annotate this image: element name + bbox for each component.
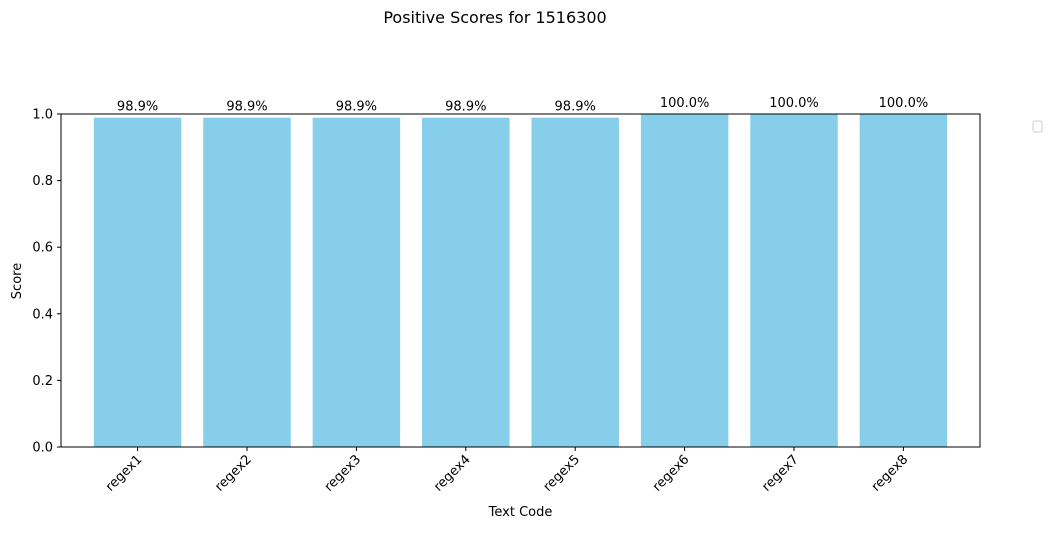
y-tick-label: 0.2	[32, 374, 53, 389]
x-tick-label: regex4	[431, 452, 473, 494]
x-tick-label: regex3	[322, 452, 364, 494]
data-label: 98.9%	[555, 100, 596, 115]
bar-regex3	[312, 117, 401, 447]
data-label: 98.9%	[117, 100, 158, 115]
y-tick-label: 0.4	[32, 307, 53, 322]
y-tick-label: 0.0	[32, 441, 53, 456]
chart-title: Positive Scores for 1516300	[383, 8, 606, 27]
data-label: 98.9%	[226, 100, 267, 115]
bar-regex7	[750, 114, 838, 447]
data-label: 98.9%	[445, 100, 486, 115]
data-label: 100.0%	[879, 96, 929, 111]
y-tick-label: 1.0	[32, 108, 53, 123]
data-label: 100.0%	[769, 96, 819, 111]
y-axis-label: Score	[10, 263, 25, 299]
axes-frame	[60, 113, 981, 448]
bar-regex8	[859, 114, 948, 447]
x-tick-label: regex8	[869, 452, 911, 494]
bar-regex6	[640, 114, 729, 447]
y-tick-label: 0.6	[32, 241, 53, 256]
x-tick-label: regex6	[650, 452, 692, 494]
bar-regex5	[531, 117, 619, 447]
bar-regex2	[203, 117, 291, 447]
bar-regex1	[93, 117, 182, 447]
x-axis-label: Text Code	[488, 505, 553, 520]
x-tick-label: regex2	[212, 452, 254, 494]
data-label: 100.0%	[660, 96, 710, 111]
bar-regex4	[422, 117, 510, 447]
plot-area: 0.0 0.2 0.4 0.6 0.8 1.0 regex1 regex2 regex3 rege…	[32, 96, 981, 495]
x-tick-label: regex7	[759, 452, 801, 494]
x-tick-label: regex1	[103, 452, 145, 494]
x-tick-label: regex5	[541, 452, 583, 494]
y-tick-label: 0.8	[32, 174, 53, 189]
data-label: 98.9%	[336, 100, 377, 115]
legend-box	[1032, 120, 1043, 133]
